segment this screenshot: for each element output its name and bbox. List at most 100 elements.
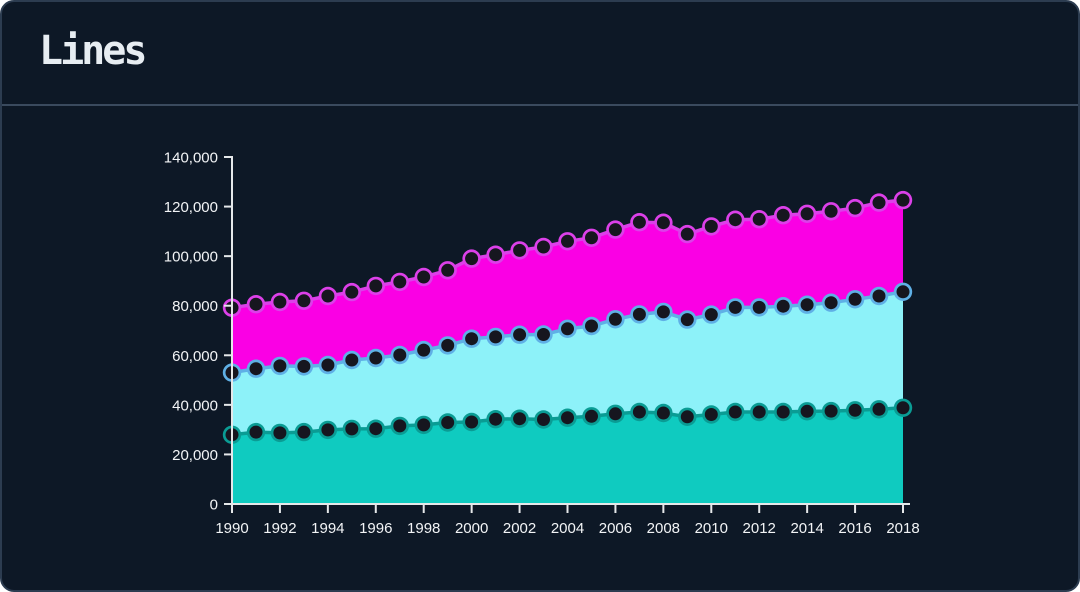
x-tick-label: 1990 (215, 520, 248, 537)
data-point-dot[interactable] (369, 351, 383, 365)
x-tick-label: 1994 (311, 520, 344, 537)
data-point-dot[interactable] (465, 415, 479, 429)
x-tick-label: 2000 (455, 520, 488, 537)
data-point-dot[interactable] (417, 418, 431, 432)
data-point-dot[interactable] (776, 405, 790, 419)
data-point-dot[interactable] (872, 196, 886, 210)
data-point-dot[interactable] (752, 405, 766, 419)
data-point-dot[interactable] (297, 294, 311, 308)
data-point-dot[interactable] (345, 353, 359, 367)
data-point-dot[interactable] (728, 213, 742, 227)
data-point-dot[interactable] (273, 295, 287, 309)
data-point-dot[interactable] (656, 305, 670, 319)
data-point-dot[interactable] (249, 362, 263, 376)
data-point-dot[interactable] (585, 319, 598, 333)
data-point-dot[interactable] (369, 279, 383, 293)
data-point-dot[interactable] (345, 285, 359, 299)
y-tick-label: 60,000 (172, 348, 218, 365)
y-tick-label: 100,000 (164, 249, 218, 266)
data-point-dot[interactable] (848, 201, 862, 215)
data-point-dot[interactable] (824, 204, 838, 218)
data-point-dot[interactable] (704, 408, 718, 421)
data-point-dot[interactable] (632, 307, 646, 321)
x-tick-label: 2014 (790, 520, 823, 537)
data-point-dot[interactable] (537, 240, 550, 254)
data-point-dot[interactable] (656, 406, 670, 420)
x-tick-label: 2002 (503, 520, 536, 537)
data-point-dot[interactable] (824, 404, 838, 418)
data-point-dot[interactable] (393, 419, 407, 433)
chart-title: Lines (39, 28, 147, 74)
data-point-dot[interactable] (321, 289, 335, 303)
data-point-dot[interactable] (896, 401, 910, 415)
data-point-dot[interactable] (417, 343, 431, 357)
data-point-dot[interactable] (896, 193, 910, 207)
data-point-dot[interactable] (489, 330, 503, 344)
x-tick-label: 1998 (407, 520, 440, 537)
data-point-dot[interactable] (776, 299, 790, 313)
data-point-dot[interactable] (680, 313, 694, 327)
data-point-dot[interactable] (848, 403, 862, 417)
data-point-dot[interactable] (249, 297, 263, 311)
data-point-dot[interactable] (537, 328, 550, 341)
data-point-dot[interactable] (537, 413, 550, 426)
data-point-dot[interactable] (680, 227, 694, 241)
data-point-dot[interactable] (800, 298, 814, 312)
data-point-dot[interactable] (872, 289, 886, 303)
data-point-dot[interactable] (824, 296, 838, 310)
data-point-dot[interactable] (848, 292, 862, 306)
data-point-dot[interactable] (608, 407, 622, 421)
data-point-dot[interactable] (441, 416, 455, 429)
data-point-dot[interactable] (393, 348, 407, 362)
x-tick-label: 2006 (599, 520, 632, 537)
data-point-dot[interactable] (704, 308, 718, 322)
data-point-dot[interactable] (585, 409, 598, 423)
data-point-dot[interactable] (800, 207, 814, 221)
data-point-dot[interactable] (297, 425, 311, 439)
data-point-dot[interactable] (704, 219, 718, 233)
magenta-points (222, 190, 913, 317)
data-point-dot[interactable] (273, 426, 287, 440)
y-tick-label: 140,000 (164, 150, 218, 167)
x-tick-label: 2008 (647, 520, 680, 537)
data-point-dot[interactable] (608, 223, 622, 237)
data-point-dot[interactable] (513, 243, 527, 257)
data-point-dot[interactable] (417, 270, 431, 284)
data-point-dot[interactable] (752, 212, 766, 226)
data-point-dot[interactable] (680, 410, 694, 424)
data-point-dot[interactable] (465, 332, 479, 346)
data-point-dot[interactable] (441, 338, 455, 352)
data-point-dot[interactable] (632, 405, 646, 419)
data-point-dot[interactable] (513, 412, 527, 426)
x-tick-label: 2012 (743, 520, 776, 537)
data-point-dot[interactable] (656, 216, 670, 230)
data-point-dot[interactable] (489, 412, 503, 426)
data-point-dot[interactable] (776, 208, 790, 222)
data-point-dot[interactable] (321, 358, 335, 372)
data-point-dot[interactable] (585, 231, 598, 245)
data-point-dot[interactable] (728, 300, 742, 314)
data-point-dot[interactable] (321, 423, 335, 437)
data-point-dot[interactable] (608, 312, 622, 326)
data-point-dot[interactable] (632, 215, 646, 229)
data-point-dot[interactable] (273, 359, 287, 373)
data-point-dot[interactable] (489, 248, 503, 262)
data-point-dot[interactable] (465, 252, 479, 266)
data-point-dot[interactable] (297, 359, 311, 373)
data-point-dot[interactable] (896, 285, 910, 299)
data-point-dot[interactable] (249, 425, 263, 439)
y-tick-label: 80,000 (172, 298, 218, 315)
data-point-dot[interactable] (345, 422, 359, 436)
data-point-dot[interactable] (369, 422, 383, 436)
data-point-dot[interactable] (561, 234, 574, 248)
data-point-dot[interactable] (872, 402, 886, 416)
data-point-dot[interactable] (728, 405, 742, 419)
data-point-dot[interactable] (561, 322, 574, 336)
data-point-dot[interactable] (513, 328, 527, 342)
data-point-dot[interactable] (800, 404, 814, 418)
data-point-dot[interactable] (561, 411, 574, 425)
data-point-dot[interactable] (441, 263, 455, 277)
data-point-dot[interactable] (752, 300, 766, 314)
data-point-dot[interactable] (393, 275, 407, 289)
